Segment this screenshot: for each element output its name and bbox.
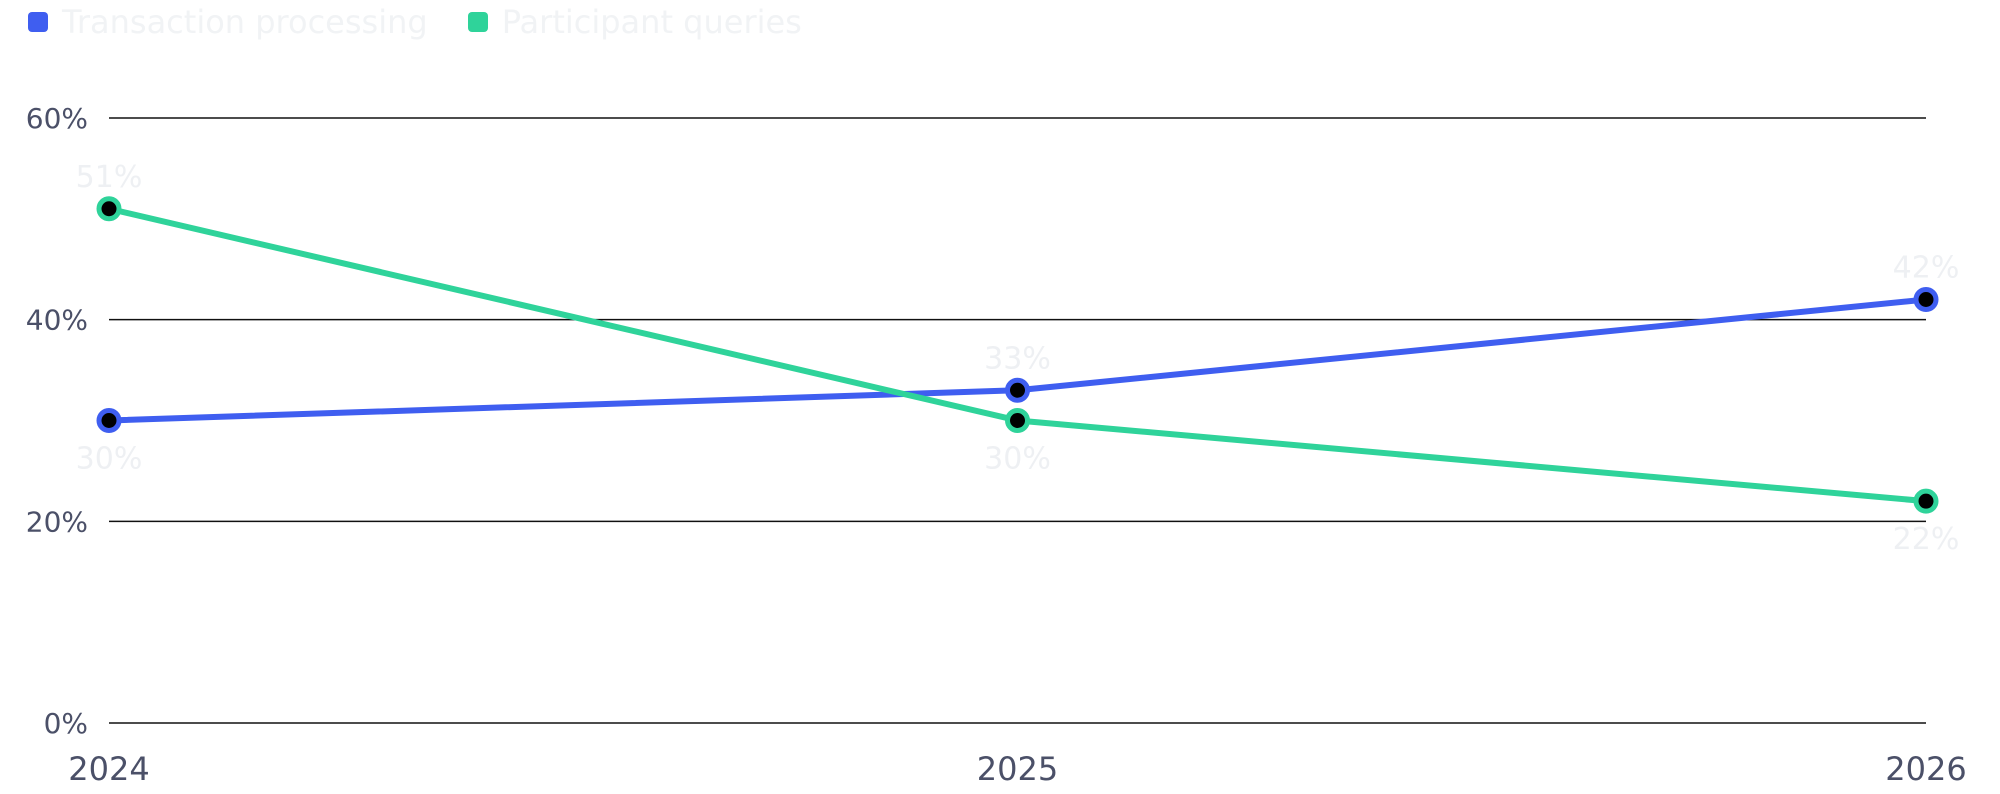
data-point <box>1913 287 1939 312</box>
legend-swatch-participant-queries <box>467 12 488 32</box>
data-point <box>1005 377 1030 403</box>
data-label: 42% <box>1893 251 1960 286</box>
data-label: 33% <box>984 341 1051 376</box>
legend-swatch-transaction-processing <box>28 12 48 32</box>
data-label: 51% <box>76 160 143 195</box>
data-point <box>1913 488 1939 514</box>
legend-item-transaction-processing: Transaction processing <box>28 3 428 41</box>
data-point <box>96 196 122 222</box>
legend-label-participant-queries: Participant queries <box>501 3 802 41</box>
y-tick-label: 0% <box>44 707 88 740</box>
y-tick-label: 40% <box>26 304 88 337</box>
y-tick-label: 20% <box>26 505 88 538</box>
x-tick-label: 2025 <box>977 750 1058 788</box>
data-label: 30% <box>76 442 143 477</box>
legend-item-participant-queries: Participant queries <box>467 3 802 41</box>
data-point <box>96 408 122 433</box>
x-tick-label: 2026 <box>1885 750 1966 788</box>
data-label: 30% <box>984 442 1051 477</box>
x-tick-label: 2024 <box>68 750 149 788</box>
legend-label-transaction-processing: Transaction processing <box>62 3 428 41</box>
y-tick-label: 60% <box>26 102 88 135</box>
chart-legend: Transaction processing Participant queri… <box>28 2 802 42</box>
data-label: 22% <box>1893 522 1960 557</box>
data-point <box>1005 408 1030 433</box>
